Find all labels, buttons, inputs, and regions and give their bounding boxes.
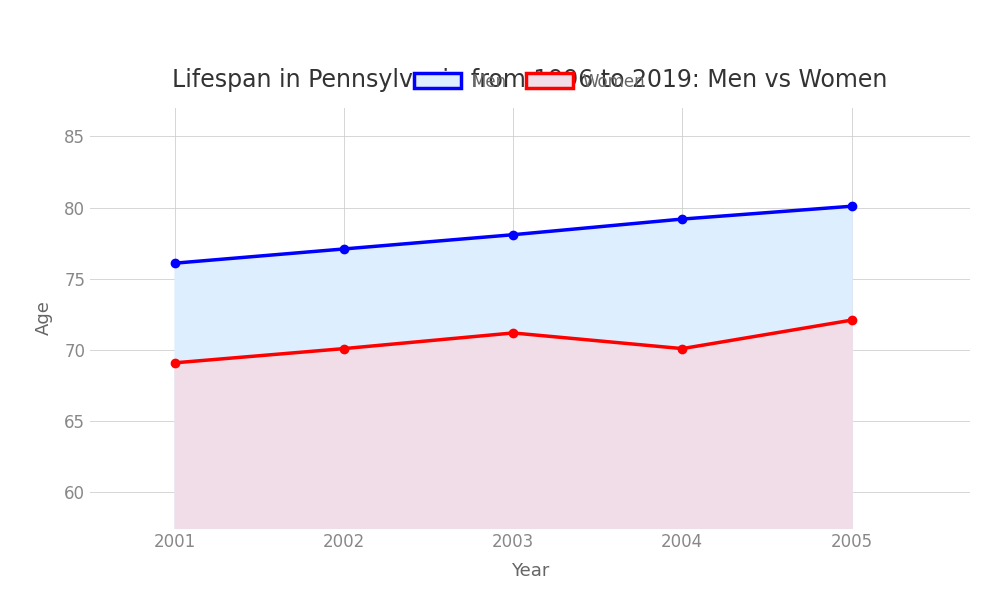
X-axis label: Year: Year — [511, 562, 549, 580]
Legend: Men, Women: Men, Women — [408, 66, 652, 97]
Y-axis label: Age: Age — [35, 301, 53, 335]
Title: Lifespan in Pennsylvania from 1996 to 2019: Men vs Women: Lifespan in Pennsylvania from 1996 to 20… — [172, 68, 888, 92]
